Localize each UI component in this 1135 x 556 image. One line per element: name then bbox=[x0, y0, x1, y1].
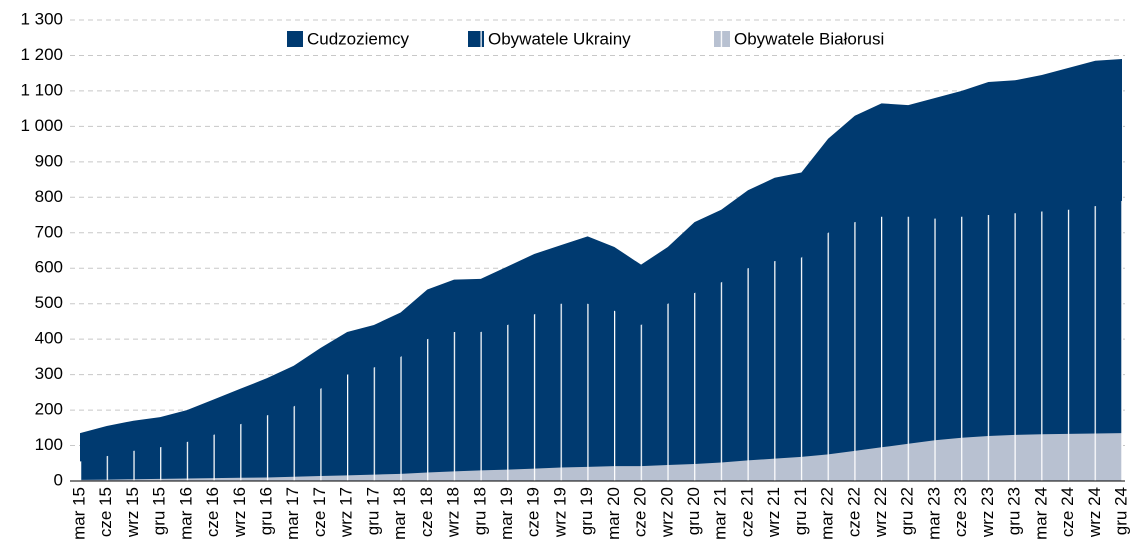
y-tick-label: 800 bbox=[35, 187, 63, 206]
y-tick-label: 100 bbox=[35, 435, 63, 454]
y-tick-label: 700 bbox=[35, 222, 63, 241]
x-tick-label: wrz 15 bbox=[123, 487, 142, 538]
x-tick-label: mar 20 bbox=[604, 487, 623, 540]
x-tick-label: wrz 21 bbox=[764, 487, 783, 538]
x-tick-label: mar 23 bbox=[924, 487, 943, 540]
legend-label: Cudzoziemcy bbox=[307, 29, 410, 48]
y-tick-label: 600 bbox=[35, 258, 63, 277]
x-tick-label: cze 17 bbox=[310, 487, 329, 537]
x-tick-label: mar 16 bbox=[176, 487, 195, 540]
x-tick-label: wrz 22 bbox=[871, 487, 890, 538]
y-tick-label: 1 200 bbox=[20, 45, 63, 64]
x-tick-label: gru 22 bbox=[898, 487, 917, 535]
area bbox=[80, 200, 1122, 481]
x-tick-label: wrz 24 bbox=[1085, 487, 1104, 538]
y-tick-label: 400 bbox=[35, 329, 63, 348]
legend-label: Obywatele Ukrainy bbox=[488, 29, 631, 48]
x-tick-label: cze 20 bbox=[631, 487, 650, 537]
x-tick-label: mar 22 bbox=[818, 487, 837, 540]
x-tick-label: gru 20 bbox=[684, 487, 703, 535]
x-tick-label: gru 16 bbox=[257, 487, 276, 535]
x-tick-label: cze 24 bbox=[1058, 487, 1077, 537]
x-tick-label: mar 17 bbox=[283, 487, 302, 540]
y-tick-label: 1 100 bbox=[20, 80, 63, 99]
x-tick-label: wrz 16 bbox=[230, 487, 249, 538]
x-tick-label: cze 23 bbox=[951, 487, 970, 537]
x-tick-label: gru 24 bbox=[1111, 487, 1130, 535]
x-tick-label: cze 21 bbox=[737, 487, 756, 537]
area bbox=[80, 433, 1122, 481]
legend-swatch bbox=[287, 31, 303, 47]
y-tick-label: 0 bbox=[54, 470, 63, 489]
x-tick-label: mar 18 bbox=[390, 487, 409, 540]
x-tick-label: cze 15 bbox=[96, 487, 115, 537]
x-tick-label: cze 18 bbox=[417, 487, 436, 537]
x-tick-label: cze 19 bbox=[524, 487, 543, 537]
legend-swatch bbox=[714, 31, 730, 47]
x-tick-label: gru 17 bbox=[363, 487, 382, 535]
y-tick-label: 500 bbox=[35, 293, 63, 312]
y-tick-label: 300 bbox=[35, 364, 63, 383]
x-tick-label: gru 23 bbox=[1005, 487, 1024, 535]
x-tick-label: wrz 17 bbox=[337, 487, 356, 538]
x-tick-label: mar 19 bbox=[497, 487, 516, 540]
legend-swatch bbox=[468, 31, 484, 47]
y-tick-label: 900 bbox=[35, 151, 63, 170]
y-tick-label: 1 000 bbox=[20, 116, 63, 135]
y-tick-label: 200 bbox=[35, 400, 63, 419]
x-tick-label: gru 15 bbox=[150, 487, 169, 535]
x-tick-label: gru 18 bbox=[470, 487, 489, 535]
x-tick-label: wrz 19 bbox=[550, 487, 569, 538]
x-tick-label: wrz 18 bbox=[444, 487, 463, 538]
x-tick-label: wrz 20 bbox=[657, 487, 676, 538]
x-tick-label: wrz 23 bbox=[978, 487, 997, 538]
legend-label: Obywatele Białorusi bbox=[734, 29, 884, 48]
y-tick-label: 1 300 bbox=[20, 9, 63, 28]
x-tick-label: mar 24 bbox=[1031, 487, 1050, 540]
x-tick-label: mar 15 bbox=[69, 487, 88, 540]
x-tick-label: cze 22 bbox=[844, 487, 863, 537]
x-tick-label: gru 19 bbox=[577, 487, 596, 535]
x-tick-label: mar 21 bbox=[711, 487, 730, 540]
x-tick-label: cze 16 bbox=[203, 487, 222, 537]
x-tick-label: gru 21 bbox=[791, 487, 810, 535]
